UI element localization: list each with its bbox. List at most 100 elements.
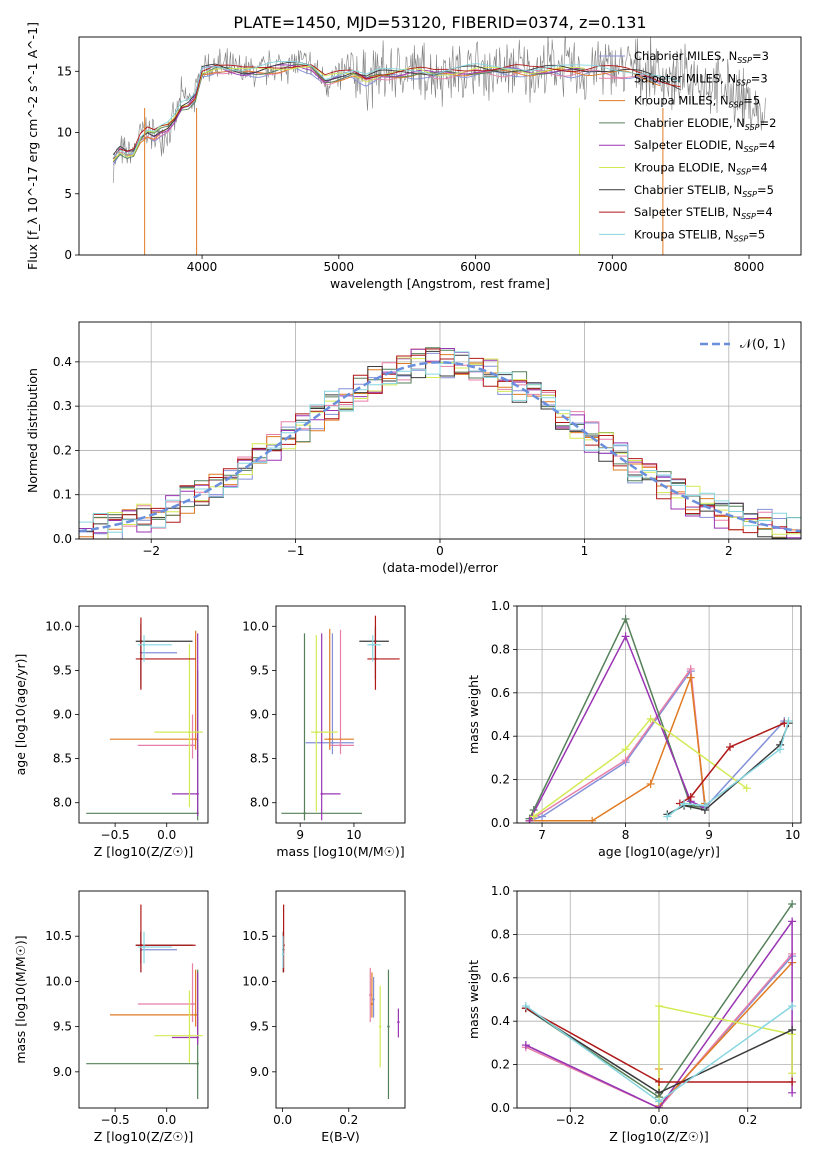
x-tick-label: −0.5	[101, 828, 130, 842]
x-axis-label: E(B-V)	[321, 1129, 360, 1144]
histogram-salpeter-stelib	[79, 348, 801, 539]
plus-marker	[788, 1069, 797, 1078]
plus-marker	[686, 792, 695, 801]
data-point	[191, 1002, 194, 1006]
data-point	[370, 1002, 374, 1006]
legend-nssp: N	[727, 161, 736, 175]
y-tick-label: 0.8	[491, 927, 510, 941]
legend-nssp-value: =4	[758, 138, 775, 152]
legend-subscript: SSP	[736, 78, 751, 87]
plot-area	[112, 37, 766, 255]
plus-marker	[655, 1077, 663, 1086]
x-tick-label: 0.0	[157, 1113, 176, 1127]
model-line-kroupa-stelib	[112, 60, 681, 159]
mass-vs-ebv-panel: 0.0 0.2 9.0 9.5 10.0 10.5 E(B-V)	[242, 890, 406, 1144]
series-line-kroupa-elodie	[533, 717, 748, 818]
axes-frame	[516, 605, 802, 824]
x-tick-label: 5000	[324, 260, 355, 274]
data-point	[196, 792, 199, 796]
plus-marker	[726, 743, 734, 752]
data-point	[320, 792, 323, 796]
y-tick-label: 8.0	[250, 796, 269, 810]
plus-marker	[521, 1041, 530, 1050]
y-axis-label: mass weight	[466, 675, 481, 754]
plus-marker	[621, 632, 630, 641]
x-tick-label: 0	[436, 544, 444, 558]
y-tick-label: 0.2	[491, 773, 510, 787]
plus-marker	[742, 784, 751, 793]
y-tick-label: 9.0	[250, 708, 269, 722]
x-axis-label: Z [log10(Z/Z☉)]	[94, 844, 194, 859]
y-tick-label: 5	[64, 187, 72, 201]
plus-marker	[700, 801, 709, 810]
data-point	[196, 1062, 199, 1065]
axes-frame	[78, 890, 209, 1109]
x-tick-label: 0.0	[273, 1113, 292, 1127]
y-tick-label: 10	[57, 126, 72, 140]
series-line-salpeter-elodie	[528, 634, 706, 822]
data-point	[194, 737, 197, 741]
x-tick-label: 1	[581, 544, 589, 558]
legend: Chabrier MILES, NSSP=3 Salpeter MILES, NS…	[599, 49, 776, 243]
plus-marker	[788, 1002, 797, 1011]
x-tick-label: 6000	[460, 260, 491, 274]
data-point	[142, 643, 146, 647]
legend-nssp-value: =2	[760, 116, 777, 130]
y-tick-label: 0.4	[491, 1014, 510, 1028]
y-tick-label: 10.5	[242, 929, 269, 943]
model-line-kroupa-miles	[112, 65, 661, 159]
legend-label: Chabrier STELIB, NSSP=5	[634, 183, 774, 199]
model-line-salpeter-stelib	[112, 64, 681, 160]
plot-area	[86, 617, 203, 821]
legend-subscript: SSP	[742, 190, 757, 199]
y-tick-label: 9.0	[250, 1065, 269, 1079]
x-tick-label: 10	[785, 828, 800, 842]
legend-nssp: N	[732, 205, 741, 219]
plot-area	[521, 900, 797, 1108]
data-point	[191, 744, 194, 747]
age-vs-mass-panel: 9 10 8.0 8.5 9.0 9.5 10.0 mass [log10(M/M☉)]	[242, 605, 406, 859]
legend-nssp-value: =4	[756, 205, 773, 219]
plus-marker	[780, 719, 789, 728]
series-line-chabrier-miles	[529, 669, 785, 822]
data-point	[372, 998, 375, 1001]
spectrum-panel: 4000 5000 6000 7000 8000 0 5 10 15 wavelength [An…	[25, 22, 802, 291]
plot-area	[86, 904, 203, 1099]
y-tick-label: 0.2	[53, 443, 72, 457]
data-point	[194, 1013, 197, 1017]
mass-weight-vs-age-panel: 7 8 9 10 0.0 0.2 0.4 0.6 0.8 1.0 age [log10(age/yr…	[466, 599, 802, 859]
y-tick-label: 9.5	[53, 663, 72, 677]
y-tick-label: 9.5	[53, 1020, 72, 1034]
histogram-kroupa-stelib	[79, 351, 801, 539]
series-line-salpeter-miles	[529, 666, 706, 822]
data-point	[374, 657, 377, 661]
legend-label: Salpeter MILES, NSSP=3	[634, 71, 768, 87]
plus-marker	[663, 812, 672, 821]
plus-marker	[784, 717, 793, 726]
x-tick-label: −0.2	[556, 1113, 585, 1127]
y-tick-label: 0.6	[491, 971, 510, 985]
plus-marker	[686, 664, 695, 673]
x-tick-label: −0.5	[101, 1113, 130, 1127]
data-point	[371, 643, 374, 647]
data-point	[369, 993, 372, 997]
x-axis-label: Z [log10(Z/Z☉)]	[94, 1129, 194, 1144]
x-axis-label: mass [log10(M/M☉)]	[276, 844, 404, 859]
legend-label: Chabrier ELODIE, NSSP=2	[634, 116, 776, 132]
data-point	[139, 657, 143, 661]
x-tick-label: 2	[725, 544, 733, 558]
y-tick-label: 0.0	[53, 532, 72, 546]
data-point	[196, 1036, 199, 1039]
y-tick-label: 9.5	[250, 1020, 269, 1034]
y-tick-label: 0.6	[491, 686, 510, 700]
y-tick-label: 8.0	[53, 796, 72, 810]
y-tick-label: 15	[57, 64, 72, 78]
data-point	[397, 1020, 400, 1024]
legend-subscript: SSP	[729, 101, 744, 110]
x-axis-label: Z [log10(Z/Z☉)]	[609, 1129, 709, 1144]
y-axis-label: Normed distribution	[25, 368, 40, 493]
plus-marker	[686, 673, 695, 682]
legend-label: Kroupa STELIB, NSSP=5	[634, 227, 765, 243]
data-point	[339, 744, 342, 747]
